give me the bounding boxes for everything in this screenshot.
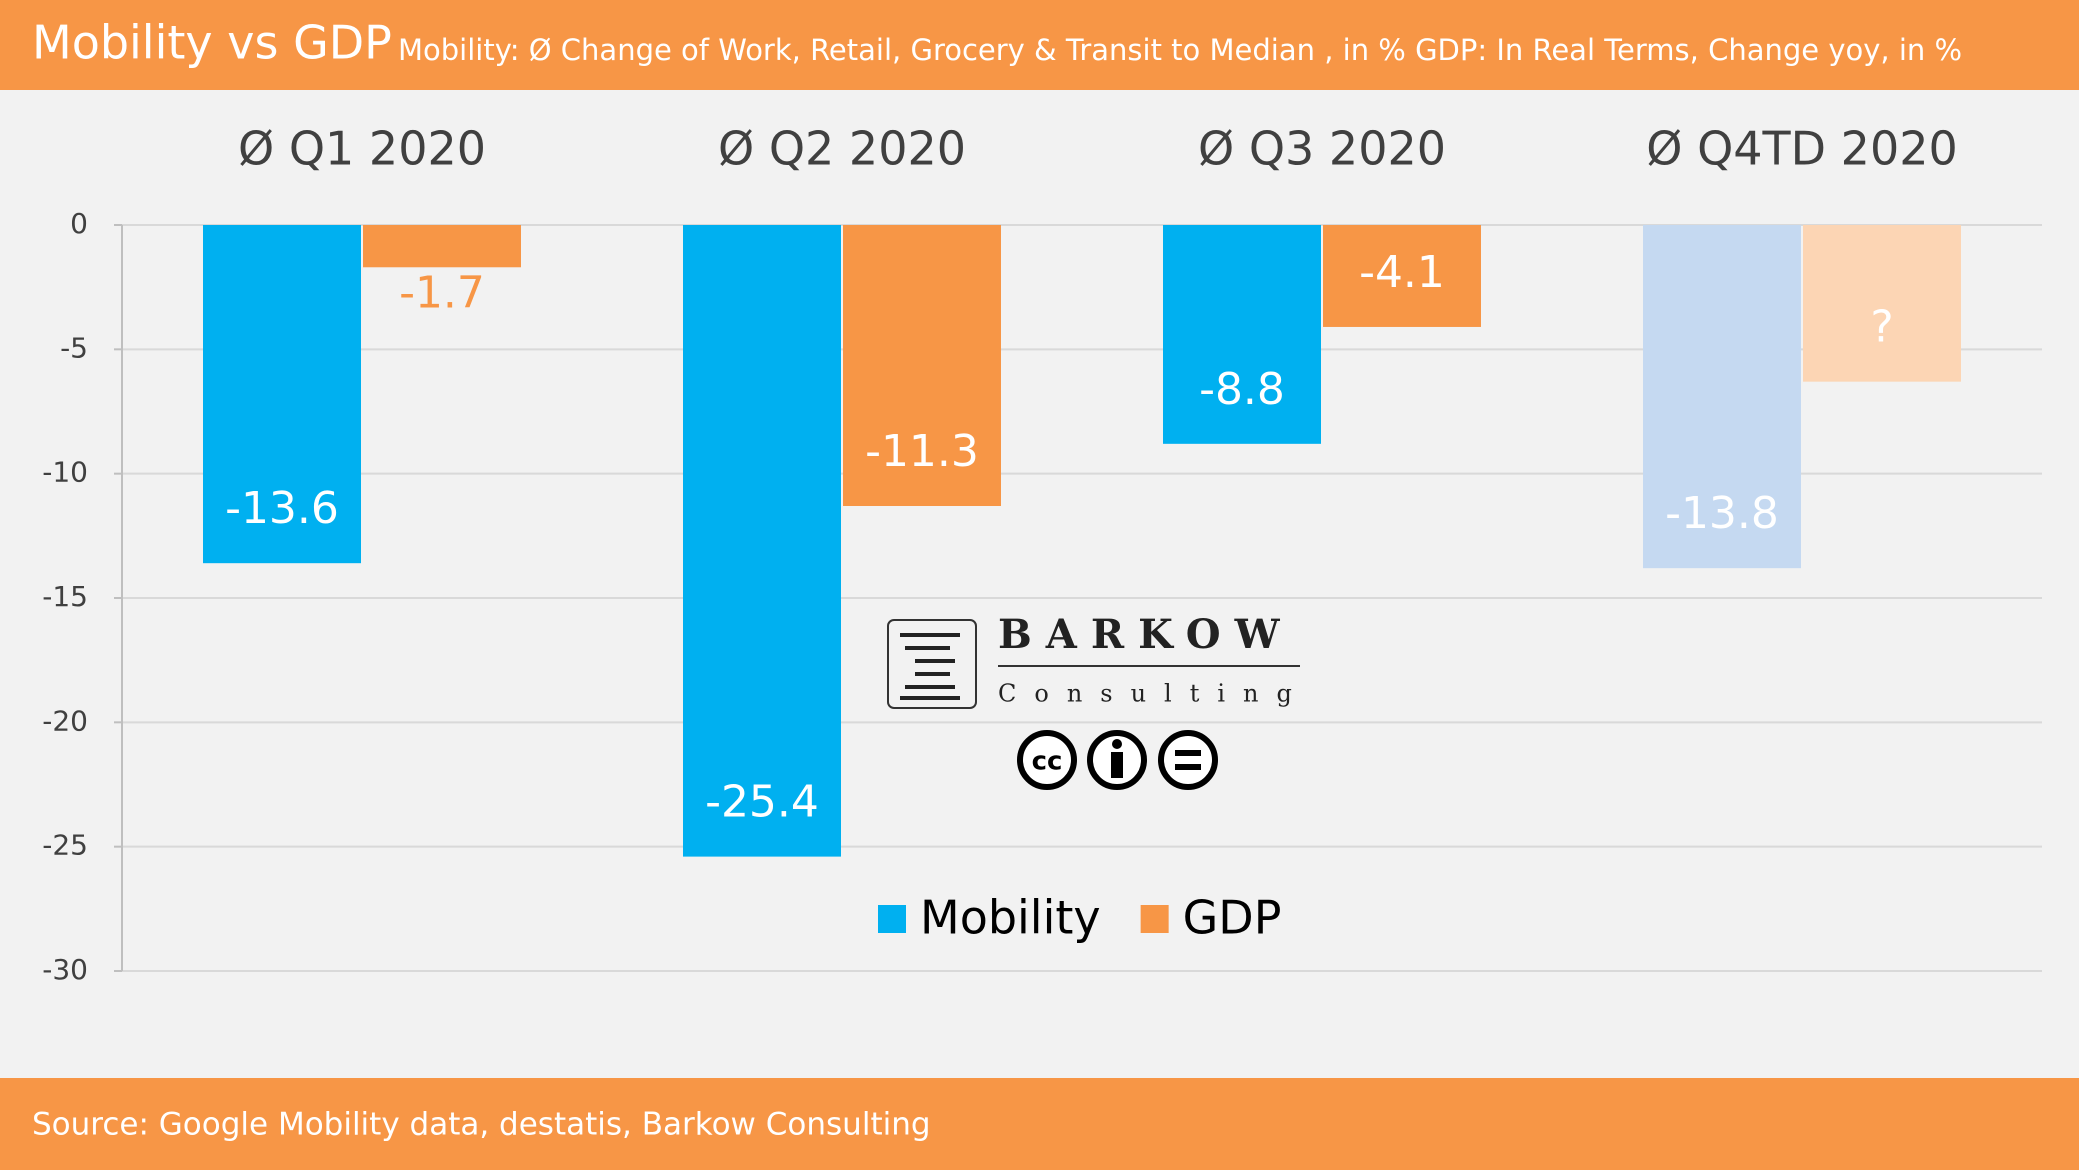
cc-icons — [1017, 730, 1218, 790]
category-label: Ø Q4TD 2020 — [1646, 122, 1958, 176]
y-tick-label: -15 — [42, 580, 88, 613]
logo-name: BARKOW — [998, 611, 1294, 658]
bar — [203, 225, 361, 564]
data-label: -4.1 — [1359, 247, 1445, 298]
by-icon — [1111, 752, 1123, 778]
y-tick-label: -5 — [60, 331, 88, 364]
bar — [1643, 225, 1801, 569]
footer — [0, 1078, 2079, 1170]
bar — [1323, 225, 1481, 327]
legend-label: Mobility — [920, 891, 1101, 945]
chart-subtitle: Mobility: Ø Change of Work, Retail, Groc… — [398, 33, 1962, 67]
y-tick-label: -10 — [42, 456, 88, 489]
data-label: -1.7 — [399, 267, 485, 318]
nd-icon — [1175, 750, 1201, 770]
legend-swatch — [878, 905, 906, 933]
logo: BARKOW Consulting cc — [887, 611, 1310, 790]
legend-label: GDP — [1183, 891, 1282, 945]
data-label: -13.8 — [1665, 488, 1779, 539]
logo-mark — [900, 633, 960, 700]
bar — [1803, 225, 1961, 382]
data-label: -11.3 — [865, 426, 979, 477]
y-tick-label: -30 — [42, 953, 88, 986]
bar — [1163, 225, 1321, 444]
data-label: -13.6 — [225, 483, 339, 534]
logo-box — [887, 619, 977, 709]
category-label: Ø Q3 2020 — [1198, 122, 1446, 176]
bar — [363, 225, 521, 268]
source: Source: Google Mobility data, destatis, … — [32, 1107, 931, 1143]
y-tick-label: -20 — [42, 704, 88, 737]
data-label: -25.4 — [705, 777, 819, 828]
legend-swatch — [1140, 905, 1169, 933]
cc-icon: cc — [1032, 747, 1063, 777]
bar — [843, 225, 1001, 506]
category-label: Ø Q2 2020 — [718, 122, 966, 176]
header — [0, 0, 2079, 90]
data-label: -8.8 — [1199, 364, 1285, 415]
data-label: ? — [1870, 302, 1893, 353]
chart-title: Mobility vs GDP — [32, 16, 392, 70]
bar — [683, 225, 841, 857]
by-icon — [1112, 739, 1122, 749]
category-label: Ø Q1 2020 — [238, 122, 486, 176]
y-tick-label: -25 — [42, 829, 88, 862]
logo-sub: Consulting — [998, 680, 1310, 708]
y-tick-label: 0 — [70, 207, 88, 240]
